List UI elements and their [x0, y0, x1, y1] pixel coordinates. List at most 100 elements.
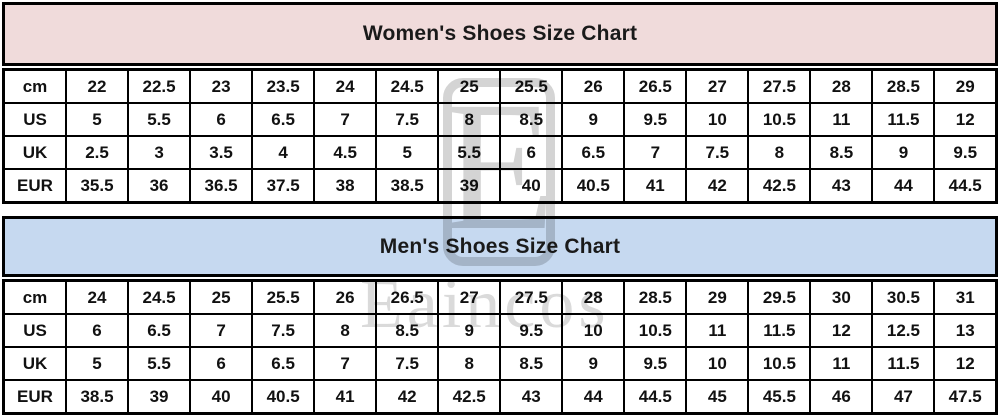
size-cell: 24.5 [375, 68, 440, 104]
size-cell: 42 [375, 379, 440, 415]
size-cell: 7 [189, 313, 254, 348]
size-cell: 4 [251, 135, 316, 170]
size-cell: 8 [313, 313, 378, 348]
size-cell: 10 [685, 346, 750, 381]
size-cell: 8.5 [375, 313, 440, 348]
size-cell: 29 [685, 279, 750, 315]
size-cell: 28.5 [871, 68, 936, 104]
row-label-uk: UK [2, 135, 67, 170]
size-cell: 2.5 [64, 135, 130, 170]
size-cell: 40.5 [251, 379, 316, 415]
size-cell: 10.5 [747, 102, 812, 137]
size-cell: 8.5 [809, 135, 874, 170]
size-cell: 7.5 [375, 346, 440, 381]
size-cell: 30.5 [871, 279, 936, 315]
size-cell: 8 [437, 346, 502, 381]
men-chart-header: Men's Shoes Size Chart [2, 216, 998, 277]
size-cell: 23.5 [251, 68, 316, 104]
size-cell: 8.5 [499, 102, 564, 137]
size-cell: 6 [64, 313, 130, 348]
size-cell: 44 [561, 379, 626, 415]
size-cell: 11.5 [871, 102, 936, 137]
table-row-uk: UK 5 5.5 6 6.5 7 7.5 8 8.5 9 9.5 10 10.5 11 11.5 12 [2, 346, 998, 381]
size-cell: 7 [313, 346, 378, 381]
size-cell: 11.5 [871, 346, 936, 381]
size-cell: 6.5 [251, 346, 316, 381]
size-cell: 5 [375, 135, 440, 170]
size-cell: 44.5 [623, 379, 688, 415]
size-cell: 22.5 [127, 68, 192, 104]
size-cell: 25.5 [499, 68, 564, 104]
size-cell: 8 [437, 102, 502, 137]
size-cell: 9.5 [933, 135, 998, 170]
size-cell: 27.5 [747, 68, 812, 104]
size-cell: 9 [871, 135, 936, 170]
size-cell: 38.5 [375, 168, 440, 204]
size-cell: 10.5 [747, 346, 812, 381]
row-label-us: US [2, 313, 67, 348]
size-cell: 6 [189, 102, 254, 137]
size-cell: 6.5 [127, 313, 192, 348]
size-cell: 11.5 [747, 313, 812, 348]
table-row-cm: cm 24 24.5 25 25.5 26 26.5 27 27.5 28 28.5 29 29.5 30… [2, 279, 998, 315]
table-row-uk: UK 2.5 3 3.5 4 4.5 5 5.5 6 6.5 7 7.5 8 8.5 9 9.5 [2, 135, 998, 170]
size-cell: 24 [64, 279, 130, 315]
table-row-us: US 5 5.5 6 6.5 7 7.5 8 8.5 9 9.5 10 10.5 11 11.5 12 [2, 102, 998, 137]
size-cell: 42 [685, 168, 750, 204]
size-cell: 29 [933, 68, 998, 104]
size-cell: 31 [933, 279, 998, 315]
size-cell: 3 [127, 135, 192, 170]
size-cell: 11 [809, 102, 874, 137]
men-size-table: cm 24 24.5 25 25.5 26 26.5 27 27.5 28 28.5 29 29.5 30… [2, 279, 998, 415]
size-cell: 27.5 [499, 279, 564, 315]
size-cell: 13 [933, 313, 998, 348]
size-cell: 4.5 [313, 135, 378, 170]
size-cell: 11 [685, 313, 750, 348]
size-cell: 41 [313, 379, 378, 415]
table-row-eur: EUR 38.5 39 40 40.5 41 42 42.5 43 44 44.5 45 45.5 46 4… [2, 379, 998, 415]
size-cell: 23 [189, 68, 254, 104]
size-cell: 12 [933, 102, 998, 137]
section-divider-gap [2, 204, 998, 216]
size-cell: 3.5 [189, 135, 254, 170]
row-label-us: US [2, 102, 67, 137]
size-cell: 26.5 [375, 279, 440, 315]
size-cell: 39 [127, 379, 192, 415]
size-cell: 5.5 [127, 346, 192, 381]
size-cell: 8 [747, 135, 812, 170]
size-cell: 44 [871, 168, 936, 204]
size-cell: 7 [623, 135, 688, 170]
size-cell: 12.5 [871, 313, 936, 348]
size-cell: 37.5 [251, 168, 316, 204]
size-cell: 30 [809, 279, 874, 315]
size-cell: 36.5 [189, 168, 254, 204]
size-cell: 12 [809, 313, 874, 348]
table-row-eur: EUR 35.5 36 36.5 37.5 38 38.5 39 40 40.5 41 42 42.5 4… [2, 168, 998, 204]
size-cell: 46 [809, 379, 874, 415]
size-cell: 28 [561, 279, 626, 315]
size-cell: 39 [437, 168, 502, 204]
size-cell: 7 [313, 102, 378, 137]
size-cell: 24.5 [127, 279, 192, 315]
size-cell: 7.5 [685, 135, 750, 170]
size-cell: 25 [189, 279, 254, 315]
men-chart-title: Men's Shoes Size Chart [379, 234, 621, 258]
size-cell: 10.5 [623, 313, 688, 348]
size-cell: 40 [499, 168, 564, 204]
size-cell: 43 [809, 168, 874, 204]
size-cell: 38.5 [64, 379, 130, 415]
size-cell: 26 [561, 68, 626, 104]
size-cell: 27 [437, 279, 502, 315]
size-cell: 6 [499, 135, 564, 170]
size-cell: 43 [499, 379, 564, 415]
size-cell: 7.5 [375, 102, 440, 137]
row-label-cm: cm [2, 279, 67, 315]
size-cell: 6.5 [561, 135, 626, 170]
size-cell: 41 [623, 168, 688, 204]
row-label-cm: cm [2, 68, 67, 104]
size-cell: 28 [809, 68, 874, 104]
size-cell: 26.5 [623, 68, 688, 104]
size-cell: 6 [189, 346, 254, 381]
size-cell: 28.5 [623, 279, 688, 315]
